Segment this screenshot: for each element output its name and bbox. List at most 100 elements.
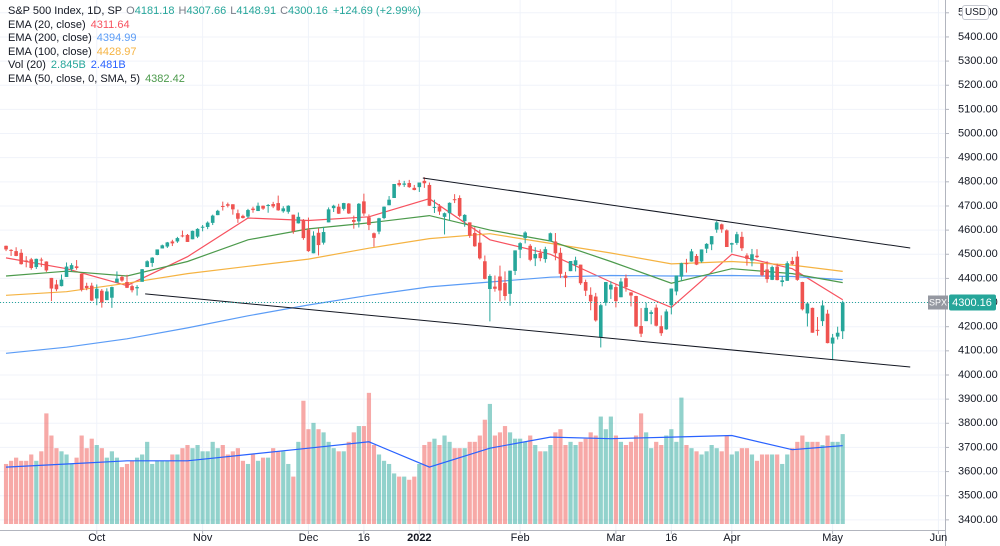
candle-body	[740, 236, 744, 249]
candle-body	[493, 286, 497, 289]
volume-bar	[623, 445, 629, 524]
volume-bar	[311, 422, 316, 524]
candle-body	[246, 210, 250, 217]
volume-bar	[210, 441, 215, 524]
trend-line	[145, 293, 911, 368]
volume-bar	[205, 451, 210, 524]
candle-body	[185, 234, 190, 242]
volume-bar	[744, 448, 750, 524]
indicator-value: 4382.42	[145, 72, 185, 85]
candle-body	[120, 276, 124, 281]
y-tick-label: 5100.00	[958, 103, 998, 115]
candle-body	[649, 312, 653, 314]
candle-body	[508, 270, 512, 294]
volume-bar	[376, 454, 382, 524]
volume-bar	[462, 448, 467, 524]
y-tick-label: 4600.00	[958, 224, 998, 236]
y-tick-label: 5300.00	[958, 55, 998, 67]
candle-body	[795, 256, 800, 280]
candle-body	[402, 183, 407, 185]
candle-body	[528, 245, 533, 260]
volume-bar	[759, 454, 765, 524]
volume-bar	[64, 454, 69, 524]
candle-body	[835, 332, 840, 337]
volume-bar	[291, 476, 296, 524]
volume-bar	[195, 445, 200, 524]
volume-bar	[119, 467, 125, 524]
y-tick-label: 4100.00	[958, 345, 998, 357]
candle-body	[261, 205, 265, 209]
volume-bar	[235, 448, 240, 524]
candle-body	[800, 282, 805, 310]
volume-bar	[452, 448, 457, 524]
candle-body	[548, 233, 553, 242]
candle-body	[49, 277, 54, 289]
legend-row: Vol (20) 2.845B 2.481B	[8, 59, 421, 73]
y-tick-label: 4900.00	[958, 152, 998, 164]
y-tick-label: 3500.00	[958, 490, 998, 502]
volume-bar	[558, 429, 563, 524]
volume-bar	[664, 435, 669, 524]
candle-body	[412, 187, 417, 191]
volume-bar	[790, 448, 795, 524]
candle-body	[79, 273, 84, 290]
volume-bar	[487, 403, 492, 524]
candle-body	[331, 205, 336, 209]
legend: S&P 500 Index, 1D, SP O4181.18 H4307.66 L41…	[8, 5, 421, 87]
candle-body	[437, 206, 442, 212]
volume-bar	[437, 445, 442, 524]
volume-bar	[170, 454, 175, 524]
candle-body	[115, 278, 119, 283]
candle-body	[820, 305, 825, 322]
candle-body	[14, 251, 18, 256]
candle-body	[563, 275, 568, 278]
volume-bar	[467, 441, 472, 524]
candle-body	[125, 282, 129, 288]
candle-body	[750, 254, 754, 261]
currency-badge[interactable]: USD	[962, 5, 990, 20]
candle-body	[775, 266, 779, 281]
y-tick-label: 5000.00	[958, 127, 998, 139]
volume-bar	[442, 435, 447, 524]
volume-bar	[140, 454, 145, 524]
candle-body	[558, 252, 563, 274]
volume-bar	[633, 435, 639, 524]
volume-bar	[472, 441, 477, 524]
volume-bar	[674, 441, 679, 524]
volume-bar	[654, 441, 659, 524]
candle-body	[64, 266, 69, 277]
volume-bar	[351, 432, 356, 524]
volume-bar	[356, 426, 361, 524]
change: +124.69 (+2.99%)	[332, 5, 421, 17]
y-tick-label: 3800.00	[958, 417, 998, 429]
candle-body	[9, 249, 13, 251]
volume-bar	[457, 448, 462, 524]
volume-bar	[598, 416, 603, 524]
volume-bar	[150, 463, 155, 524]
candle-body	[180, 235, 185, 237]
volume-bar	[94, 445, 99, 524]
volume-bar	[477, 435, 482, 524]
candle-body	[276, 203, 281, 211]
volume-bar	[392, 473, 397, 524]
candle-body	[84, 285, 89, 289]
candle-body	[830, 337, 835, 344]
volume-ma-line	[5, 434, 843, 468]
candle-body	[311, 235, 316, 254]
l-key: L	[230, 5, 237, 17]
candle-body	[770, 267, 774, 280]
volume-bar	[129, 460, 135, 524]
candle-body	[130, 286, 134, 291]
volume-bar	[739, 448, 744, 524]
volume-ma-value: 2.481B	[90, 59, 126, 72]
candle-body	[306, 229, 311, 252]
volume-bar	[764, 454, 770, 524]
volume-bar	[578, 441, 583, 524]
volume-bar	[29, 454, 34, 524]
o-key: O	[126, 5, 135, 17]
candle-body	[810, 307, 815, 333]
candle-body	[372, 233, 376, 238]
candle-body	[664, 311, 669, 330]
candle-body	[604, 282, 608, 303]
